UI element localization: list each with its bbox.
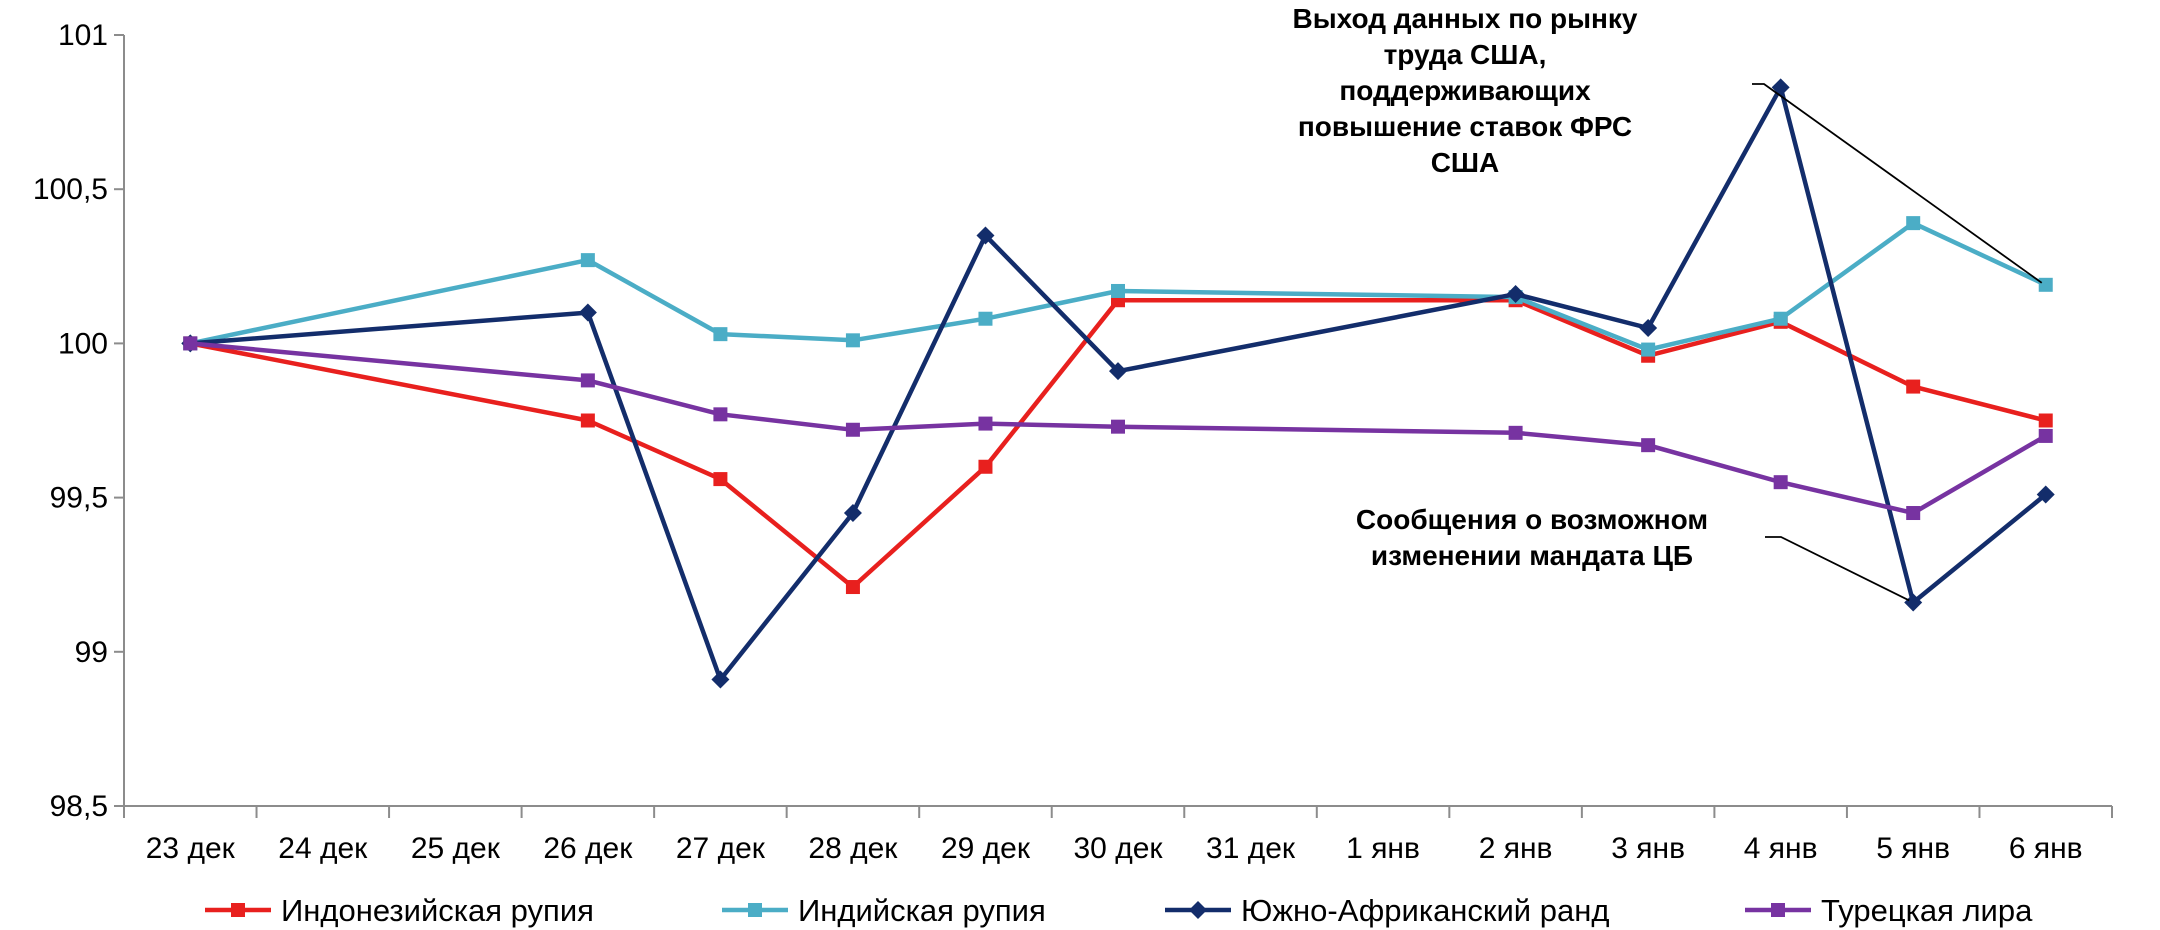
series-1: [183, 293, 2053, 595]
data-point: [580, 253, 595, 268]
annotation-text: Выход данных по рынку: [1292, 3, 1637, 34]
axes: 98,5 99 99,5 100 100,5 101 23 дек 24 дек 25 дек 2…: [33, 19, 2113, 865]
annotation-text: поддерживающих: [1339, 75, 1591, 106]
x-tick-label: 24 дек: [278, 832, 368, 865]
annotation-cb-mandate: Сообщения о возможном изменении мандата Ц…: [1356, 504, 1910, 602]
x-tick-label: 27 дек: [676, 832, 766, 865]
y-tick-label: 101: [58, 19, 108, 52]
data-point: [1506, 285, 1525, 304]
annotation-leader-line: [1765, 536, 1910, 602]
series-2: [183, 216, 2053, 357]
x-tick-label: 1 янв: [1346, 832, 1420, 865]
x-tick-label: 4 янв: [1744, 832, 1818, 865]
data-point: [1906, 379, 1921, 394]
annotation-text: изменении мандата ЦБ: [1371, 540, 1693, 571]
data-point: [976, 226, 995, 245]
y-tick-label: 99,5: [50, 482, 108, 515]
data-point: [1111, 283, 1125, 298]
y-tick-label: 100,5: [33, 173, 108, 206]
data-point: [580, 413, 595, 428]
annotation-text: Сообщения о возможном: [1356, 504, 1708, 535]
data-point: [2038, 413, 2053, 428]
data-point: [578, 303, 597, 322]
data-point: [2038, 277, 2053, 292]
x-tick-label: 25 дек: [411, 832, 501, 865]
legend-item-3: Южно-Африканский ранд: [1165, 893, 1609, 928]
x-tick-label: 3 янв: [1611, 832, 1685, 865]
data-point: [183, 336, 198, 351]
data-point: [978, 459, 993, 474]
data-point: [1639, 318, 1658, 337]
series-layer: [181, 78, 2055, 689]
data-point: [713, 407, 728, 422]
x-tick-label: 28 дек: [808, 832, 898, 865]
series-4: [183, 336, 2053, 521]
legend-label: Индийская рупия: [798, 893, 1046, 928]
y-tick-label: 100: [58, 327, 108, 360]
legend-label: Южно-Африканский ранд: [1241, 893, 1609, 928]
annotation-leader-line: [1752, 83, 2043, 284]
legend-item-4: Турецкая лира: [1745, 893, 2033, 928]
data-point: [845, 333, 860, 348]
data-point: [845, 580, 860, 595]
legend-marker: [1771, 903, 1785, 917]
annotation-us-labor-data: Выход данных по рынку труда США, поддержив…: [1292, 3, 2043, 284]
x-tick-label: 2 янв: [1479, 832, 1553, 865]
data-point: [845, 422, 860, 437]
data-point: [2038, 428, 2053, 443]
data-point: [978, 311, 993, 326]
data-point: [1641, 438, 1656, 453]
data-point: [843, 504, 862, 523]
data-point: [713, 472, 728, 487]
y-tick-label: 99: [75, 636, 108, 669]
legend-marker: [231, 903, 245, 917]
data-point: [713, 327, 728, 342]
legend-marker: [1189, 901, 1207, 919]
legend-label: Индонезийская рупия: [281, 893, 594, 928]
data-point: [1906, 506, 1921, 521]
legend-item-2: Индийская рупия: [722, 893, 1046, 928]
data-point: [1773, 475, 1788, 490]
x-tick-label: 5 янв: [1876, 832, 1950, 865]
annotation-text: повышение ставок ФРС: [1298, 111, 1632, 142]
data-point: [1109, 362, 1127, 381]
x-tick-label: 6 янв: [2009, 832, 2083, 865]
data-point: [2036, 485, 2055, 504]
data-point: [1773, 311, 1788, 326]
legend-label: Турецкая лира: [1821, 893, 2033, 928]
x-tick-label: 23 дек: [146, 832, 236, 865]
series-line: [190, 85, 2048, 682]
legend-marker: [748, 903, 762, 917]
x-tick-label: 29 дек: [941, 832, 1031, 865]
x-tick-label: 26 дек: [543, 832, 633, 865]
data-point: [1111, 419, 1125, 434]
annotation-text: труда США,: [1384, 39, 1547, 70]
series-3: [181, 78, 2055, 689]
data-point: [1508, 425, 1523, 440]
annotation-text: США: [1431, 147, 1500, 178]
data-point: [1771, 78, 1790, 97]
x-tick-label: 30 дек: [1073, 832, 1163, 865]
data-point: [1904, 593, 1923, 612]
data-point: [1906, 216, 1921, 231]
data-point: [580, 373, 595, 388]
annotation-layer: Выход данных по рынку труда США, поддержив…: [1292, 3, 2043, 602]
data-point: [711, 670, 730, 689]
data-point: [978, 416, 993, 431]
series-line: [189, 297, 2047, 590]
x-tick-label: 31 дек: [1206, 832, 1296, 865]
legend-item-1: Индонезийская рупия: [205, 893, 594, 928]
data-point: [1641, 342, 1656, 357]
legend: Индонезийская рупия Индийская рупия Южно-А…: [205, 893, 2033, 928]
y-tick-label: 98,5: [50, 790, 108, 823]
